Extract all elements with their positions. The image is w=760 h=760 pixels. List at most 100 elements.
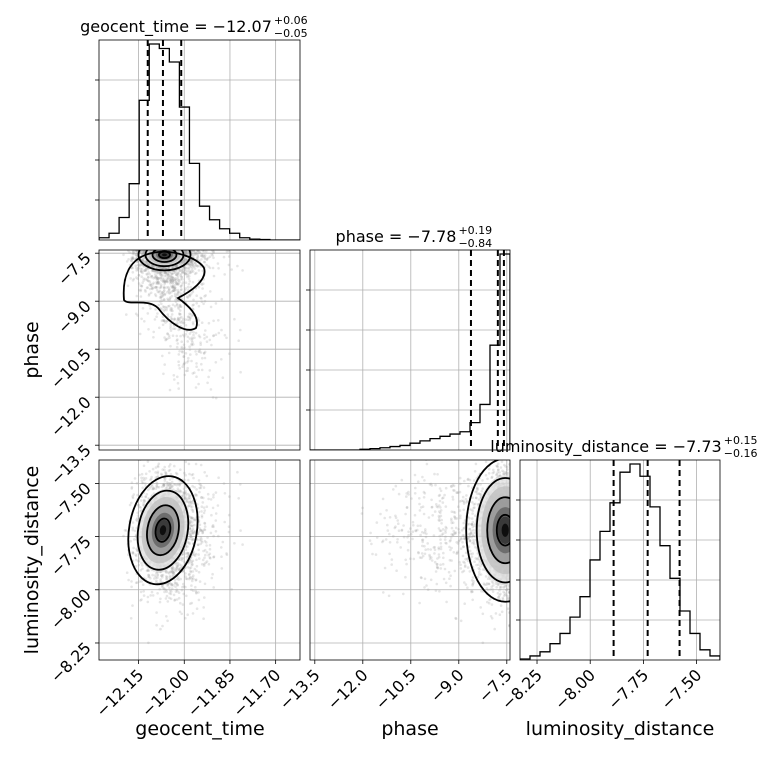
scatter-point bbox=[488, 598, 491, 602]
scatter-point bbox=[227, 263, 231, 267]
scatter-point bbox=[156, 485, 159, 489]
scatter-point bbox=[139, 270, 143, 273]
scatter-point bbox=[175, 282, 179, 285]
scatter-point bbox=[205, 250, 208, 253]
scatter-point bbox=[137, 274, 141, 277]
scatter-point bbox=[168, 581, 171, 585]
scatter-point bbox=[180, 283, 184, 287]
scatter-point bbox=[175, 264, 179, 268]
scatter-point bbox=[161, 293, 165, 297]
scatter-point bbox=[189, 566, 193, 569]
scatter-point bbox=[184, 548, 188, 551]
scatter-point bbox=[203, 582, 207, 586]
scatter-point bbox=[156, 271, 160, 275]
scatter-point bbox=[494, 582, 498, 585]
scatter-point bbox=[174, 471, 178, 475]
scatter-point bbox=[479, 573, 483, 576]
scatter-point bbox=[481, 568, 485, 571]
scatter-point bbox=[486, 588, 490, 592]
scatter-point bbox=[198, 335, 202, 339]
scatter-point bbox=[487, 472, 491, 475]
scatter-point bbox=[451, 521, 455, 524]
scatter-point bbox=[150, 275, 153, 279]
scatter-point bbox=[184, 324, 188, 327]
scatter-point bbox=[130, 487, 133, 490]
scatter-point bbox=[191, 531, 194, 535]
scatter-point bbox=[169, 322, 172, 326]
panel-geocent_time-phase-scatter bbox=[122, 250, 244, 400]
scatter-point bbox=[476, 492, 479, 496]
scatter-point bbox=[197, 543, 200, 547]
scatter-point bbox=[437, 546, 441, 549]
scatter-point bbox=[173, 378, 176, 381]
scatter-point bbox=[131, 256, 135, 259]
scatter-point bbox=[156, 475, 160, 478]
scatter-point bbox=[188, 500, 192, 503]
scatter-point bbox=[203, 333, 206, 337]
scatter-point bbox=[180, 612, 183, 616]
scatter-point bbox=[394, 525, 397, 528]
scatter-point bbox=[155, 282, 158, 285]
scatter-point bbox=[168, 574, 172, 578]
scatter-point bbox=[163, 280, 167, 284]
scatter-point bbox=[170, 294, 174, 298]
scatter-point bbox=[170, 290, 173, 294]
scatter-point bbox=[176, 487, 180, 491]
scatter-point bbox=[168, 304, 171, 308]
scatter-point bbox=[132, 250, 135, 253]
scatter-point bbox=[200, 253, 204, 256]
scatter-point bbox=[492, 468, 495, 472]
scatter-point bbox=[187, 552, 190, 555]
scatter-point bbox=[183, 257, 187, 260]
scatter-point bbox=[146, 600, 150, 604]
scatter-point bbox=[455, 552, 459, 555]
scatter-point bbox=[127, 578, 130, 582]
scatter-point bbox=[459, 514, 462, 517]
scatter-point bbox=[194, 518, 198, 522]
scatter-point bbox=[142, 590, 145, 593]
scatter-point bbox=[160, 584, 164, 588]
scatter-point bbox=[198, 251, 201, 254]
scatter-point bbox=[438, 516, 441, 519]
scatter-point bbox=[195, 375, 198, 379]
scatter-point bbox=[481, 487, 485, 491]
scatter-point bbox=[171, 279, 175, 283]
scatter-point bbox=[182, 271, 186, 275]
scatter-point bbox=[158, 326, 161, 330]
scatter-point bbox=[481, 641, 485, 645]
scatter-point bbox=[152, 330, 155, 334]
scatter-point bbox=[131, 279, 135, 282]
scatter-point bbox=[191, 524, 194, 528]
scatter-point bbox=[505, 588, 509, 591]
scatter-point bbox=[172, 593, 176, 597]
scatter-point bbox=[205, 474, 209, 478]
scatter-point bbox=[417, 551, 420, 555]
scatter-point bbox=[167, 305, 170, 308]
scatter-point bbox=[419, 524, 422, 527]
scatter-point bbox=[503, 592, 507, 595]
scatter-point bbox=[169, 326, 172, 330]
scatter-point bbox=[182, 259, 186, 263]
scatter-point bbox=[499, 585, 503, 589]
scatter-point bbox=[159, 285, 163, 288]
scatter-point bbox=[171, 566, 174, 570]
scatter-point bbox=[179, 468, 182, 472]
scatter-point bbox=[131, 496, 135, 500]
scatter-point bbox=[195, 250, 199, 254]
scatter-point bbox=[375, 521, 379, 524]
scatter-point bbox=[147, 262, 150, 266]
scatter-point bbox=[162, 319, 166, 322]
scatter-point bbox=[195, 569, 198, 572]
scatter-point bbox=[191, 290, 195, 294]
scatter-point bbox=[158, 289, 162, 293]
scatter-point bbox=[202, 282, 205, 286]
scatter-point bbox=[128, 251, 131, 254]
scatter-point bbox=[166, 600, 170, 603]
scatter-point bbox=[128, 503, 132, 507]
scatter-point bbox=[439, 542, 443, 545]
scatter-point bbox=[155, 277, 159, 280]
scatter-point bbox=[439, 547, 443, 551]
scatter-point bbox=[155, 315, 158, 319]
scatter-point bbox=[168, 484, 172, 487]
scatter-point bbox=[237, 339, 240, 343]
